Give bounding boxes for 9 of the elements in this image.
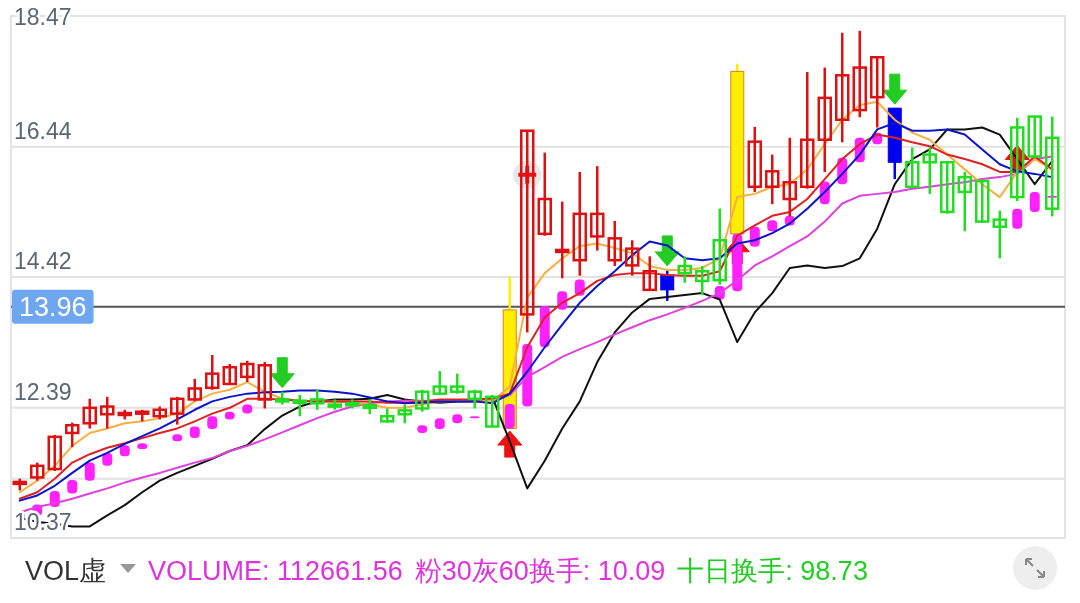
y-tick-label: 14.42 (14, 248, 72, 274)
y-tick-label: 12.39 (14, 378, 72, 405)
text: 粉30灰60换手: 10.09 (414, 556, 666, 586)
text: VOL虚 (25, 556, 107, 586)
y-tick-label: 18.47 (14, 4, 72, 30)
y-tick-label: 16.44 (14, 117, 72, 144)
ref-line-label: 13.96 (19, 291, 87, 322)
text: 十日换手: 98.73 (677, 556, 868, 586)
text: VOLUME: 112661.56 (148, 556, 403, 586)
